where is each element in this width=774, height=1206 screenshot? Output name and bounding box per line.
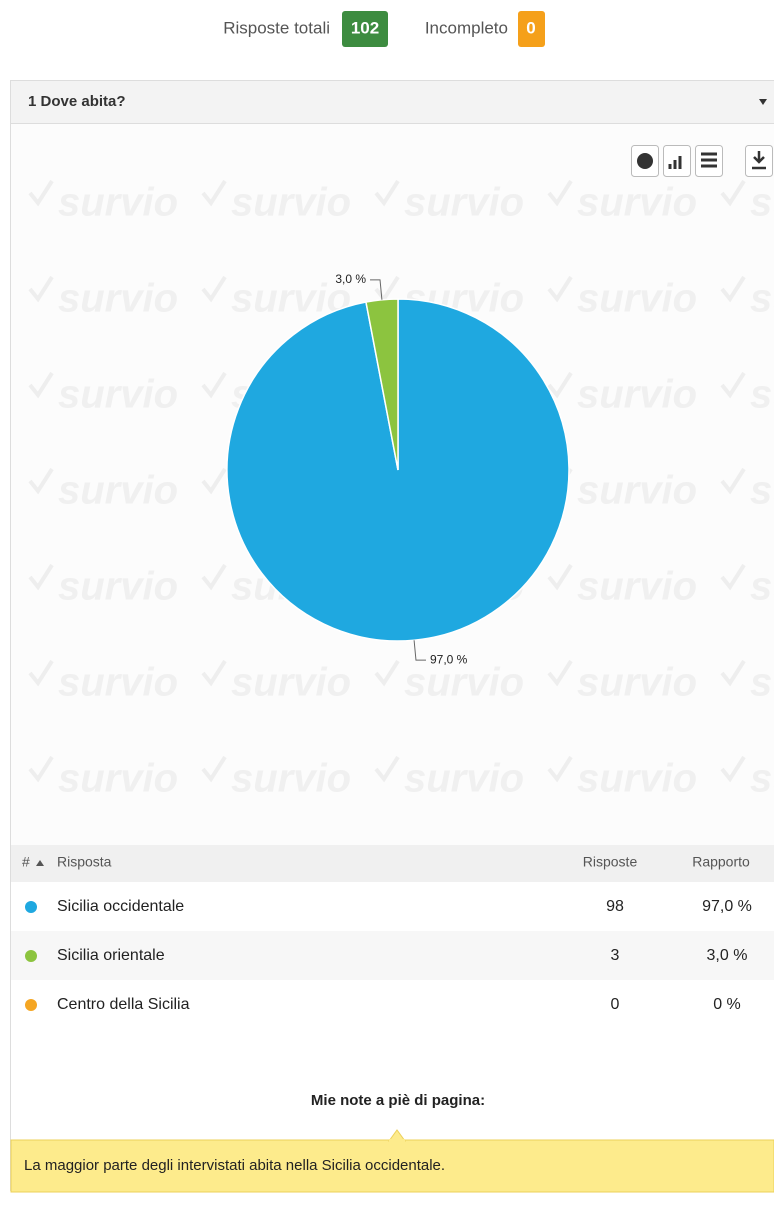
watermark: survio — [750, 277, 774, 321]
watermark: survio — [750, 373, 774, 417]
footnote-text: La maggior parte degli intervistati abit… — [24, 1157, 445, 1174]
row-dot — [25, 999, 37, 1011]
watermark: survio — [58, 469, 178, 513]
watermark: survio — [404, 757, 524, 801]
slice-label: 3,0 % — [335, 272, 366, 286]
row-name: Sicilia occidentale — [57, 898, 184, 915]
row-ratio: 97,0 % — [702, 898, 752, 915]
pie-icon-glyph — [637, 153, 653, 169]
watermark: survio — [404, 661, 524, 705]
incomplete-label: Incompleto — [425, 18, 508, 37]
toolbar — [632, 146, 773, 177]
row-name: Sicilia orientale — [57, 947, 165, 964]
row-ratio: 3,0 % — [707, 947, 748, 964]
slice-label: 97,0 % — [430, 652, 468, 666]
watermark: survio — [577, 277, 697, 321]
row-count: 98 — [606, 898, 624, 915]
total-label: Risposte totali — [223, 18, 330, 37]
row-ratio: 0 % — [713, 996, 741, 1013]
watermark: survio — [750, 181, 774, 225]
watermark: survio — [58, 661, 178, 705]
watermark: survio — [577, 757, 697, 801]
watermark: survio — [58, 277, 178, 321]
watermark: survio — [577, 373, 697, 417]
watermark: survio — [58, 181, 178, 225]
total-value: 102 — [351, 18, 379, 37]
watermark: survio — [58, 757, 178, 801]
column-header: Rapporto — [692, 854, 750, 870]
watermark: survio — [750, 469, 774, 513]
row-count: 3 — [611, 947, 620, 964]
column-header: Risposta — [57, 854, 112, 870]
watermark: survio — [58, 565, 178, 609]
watermark: survio — [750, 565, 774, 609]
row-dot — [25, 901, 37, 913]
watermark: survio — [577, 661, 697, 705]
watermark: survio — [58, 373, 178, 417]
row-dot — [25, 950, 37, 962]
row-name: Centro della Sicilia — [57, 996, 190, 1013]
bar-icon[interactable] — [664, 146, 691, 177]
watermark: survio — [231, 181, 351, 225]
watermark: survio — [231, 661, 351, 705]
column-header: Risposte — [583, 854, 638, 870]
table-header — [11, 845, 774, 882]
watermark: survio — [750, 757, 774, 801]
watermark: survio — [577, 469, 697, 513]
watermark: survio — [404, 181, 524, 225]
question-title: 1 Dove abita? — [28, 93, 126, 110]
watermark: survio — [750, 661, 774, 705]
watermark: survio — [231, 757, 351, 801]
watermark: survio — [577, 181, 697, 225]
column-header: # — [22, 854, 30, 870]
watermark: survio — [577, 565, 697, 609]
footnote-title: Mie note a piè di pagina: — [311, 1092, 485, 1109]
row-count: 0 — [611, 996, 620, 1013]
incomplete-value: 0 — [526, 18, 535, 37]
footnote-pointer-cover — [389, 1139, 405, 1142]
